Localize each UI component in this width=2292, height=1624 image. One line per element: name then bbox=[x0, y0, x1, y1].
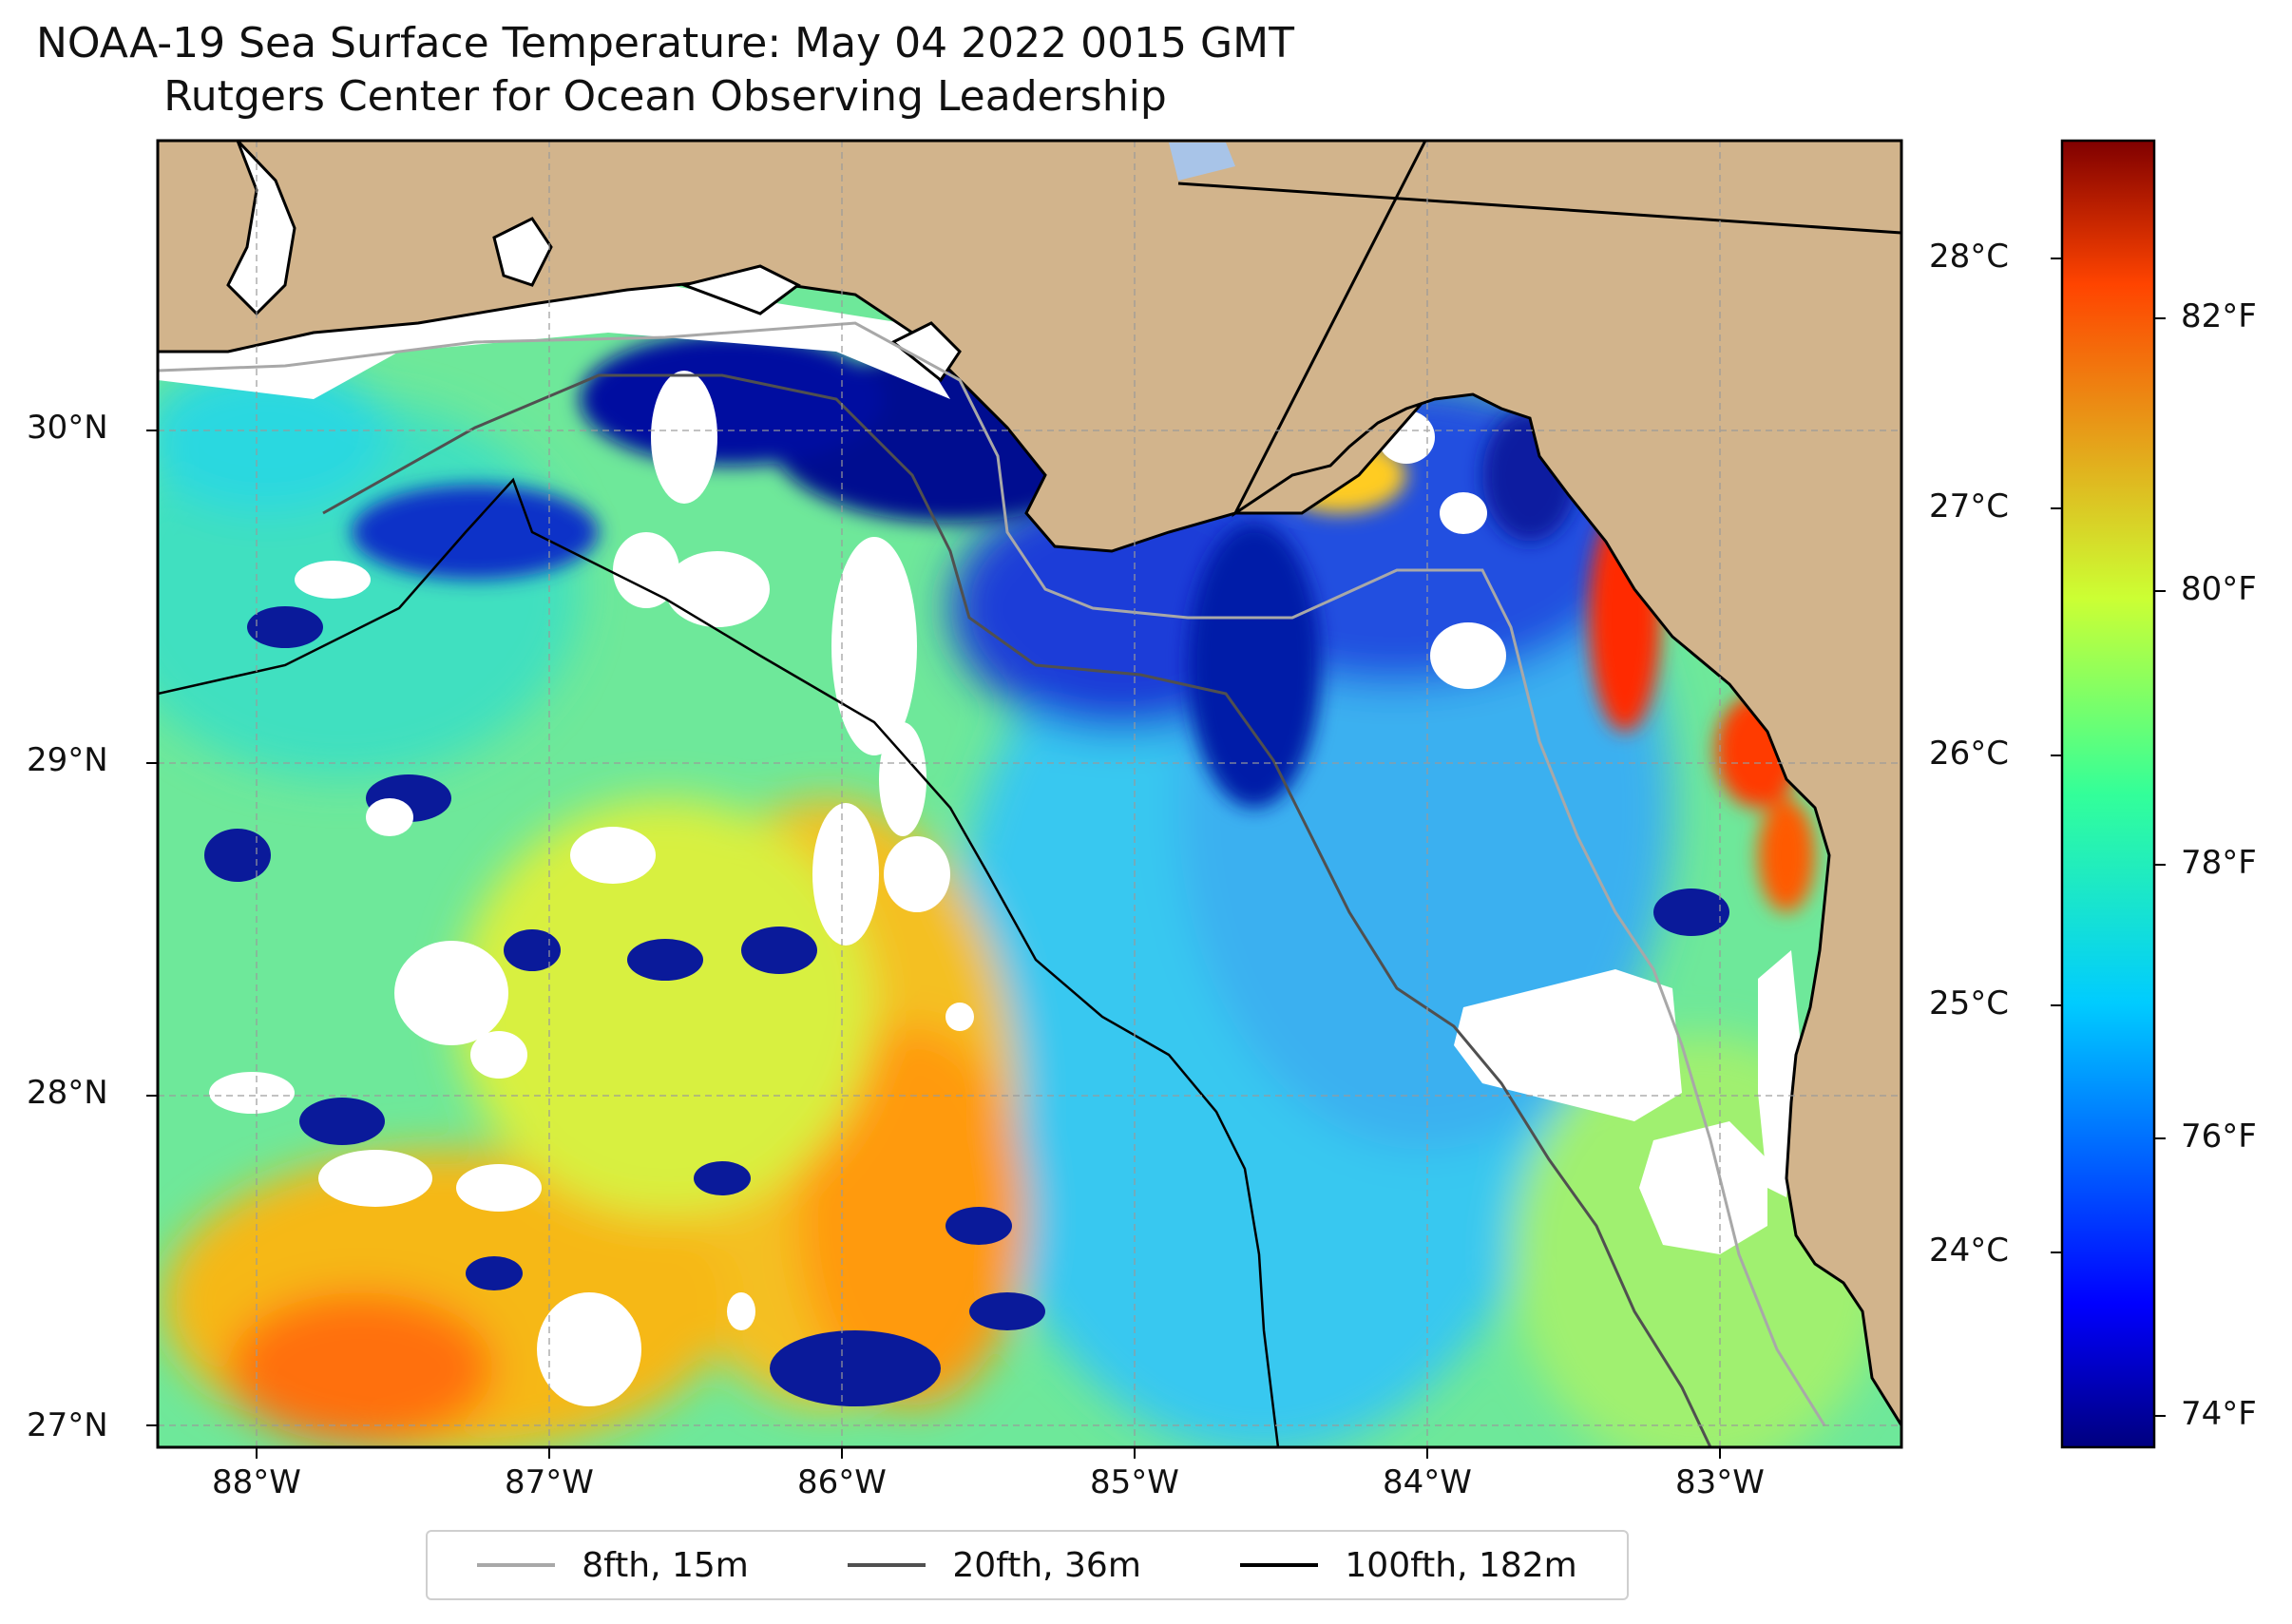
lon-label-86w: 86°W bbox=[797, 1463, 887, 1501]
colorbar-label-27c: 27°C bbox=[1929, 487, 2010, 525]
map-frame bbox=[156, 139, 1903, 1449]
lat-label-29n: 29°N bbox=[27, 741, 108, 779]
map-ticks bbox=[146, 430, 1721, 1459]
legend-label-20fth: 20fth, 36m bbox=[952, 1545, 1141, 1585]
chart-subtitle: Rutgers Center for Ocean Observing Leade… bbox=[163, 72, 1167, 121]
isobath-100fth bbox=[158, 477, 1280, 1447]
colorbar-ticks bbox=[2051, 258, 2166, 1417]
chart-title: NOAA-19 Sea Surface Temperature: May 04 … bbox=[36, 19, 1294, 67]
colorbar-label-80f: 80°F bbox=[2181, 570, 2257, 608]
legend-swatch-8fth bbox=[477, 1563, 556, 1567]
legend: 8fth, 15m 20fth, 36m 100fth, 182m bbox=[426, 1530, 1629, 1600]
colorbar-label-24c: 24°C bbox=[1929, 1232, 2010, 1270]
colorbar-label-28c: 28°C bbox=[1929, 238, 2010, 276]
colorbar-label-74f: 74°F bbox=[2181, 1395, 2257, 1433]
lat-label-30n: 30°N bbox=[27, 409, 108, 447]
lon-label-84w: 84°W bbox=[1383, 1463, 1472, 1501]
isobath-20fth bbox=[322, 373, 1712, 1447]
state-boundary bbox=[1177, 182, 1901, 235]
legend-item-20fth: 20fth, 36m bbox=[848, 1546, 1141, 1585]
lake-seminole bbox=[1169, 143, 1235, 181]
legend-item-100fth: 100fth, 182m bbox=[1240, 1545, 1577, 1585]
legend-label-100fth: 100fth, 182m bbox=[1345, 1545, 1577, 1585]
map-gridlines bbox=[158, 141, 1901, 1447]
colorbar-label-26c: 26°C bbox=[1929, 735, 2010, 773]
legend-swatch-100fth bbox=[1240, 1563, 1319, 1567]
map-area bbox=[158, 141, 1901, 1447]
colorbar-label-78f: 78°F bbox=[2181, 844, 2257, 882]
choctawhatchee-bay bbox=[678, 264, 801, 315]
isobath-8fth bbox=[158, 321, 1826, 1426]
legend-label-8fth: 8fth, 15m bbox=[582, 1545, 749, 1585]
land-peninsula bbox=[1232, 141, 1901, 1428]
lon-label-88w: 88°W bbox=[212, 1463, 301, 1501]
lon-label-87w: 87°W bbox=[505, 1463, 594, 1501]
land-panhandle bbox=[158, 141, 1427, 553]
colorbar bbox=[2060, 139, 2156, 1449]
lat-label-28n: 28°N bbox=[27, 1074, 108, 1112]
colorbar-label-82f: 82°F bbox=[2181, 297, 2257, 335]
legend-swatch-20fth bbox=[848, 1563, 926, 1567]
lat-label-27n: 27°N bbox=[27, 1406, 108, 1444]
pensacola-bay bbox=[492, 217, 553, 287]
colorbar-label-25c: 25°C bbox=[1929, 984, 2010, 1022]
cloud-mask bbox=[158, 261, 1801, 1406]
colorbar-label-76f: 76°F bbox=[2181, 1118, 2257, 1156]
legend-item-8fth: 8fth, 15m bbox=[477, 1546, 749, 1585]
lon-label-83w: 83°W bbox=[1675, 1463, 1765, 1501]
st-andrew-bay bbox=[890, 321, 962, 383]
lon-label-85w: 85°W bbox=[1090, 1463, 1179, 1501]
